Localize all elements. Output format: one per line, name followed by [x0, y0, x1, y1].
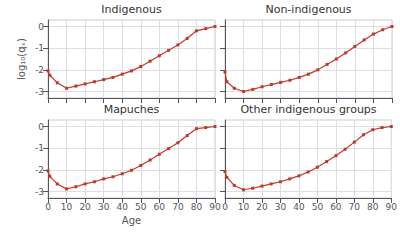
- svg-text:-2: -2: [35, 65, 44, 75]
- svg-text:-2: -2: [35, 165, 44, 175]
- svg-text:20: 20: [79, 202, 91, 212]
- svg-text:Non-indigenous: Non-indigenous: [265, 3, 351, 16]
- svg-text:Indigenous: Indigenous: [101, 3, 162, 16]
- svg-text:Other indigenous groups: Other indigenous groups: [240, 103, 376, 116]
- svg-text:50: 50: [312, 202, 324, 212]
- svg-text:30: 30: [98, 202, 110, 212]
- svg-text:-3: -3: [35, 87, 44, 97]
- svg-text:50: 50: [135, 202, 147, 212]
- svg-text:0: 0: [38, 22, 44, 32]
- svg-text:10: 10: [61, 202, 73, 212]
- svg-text:40: 40: [293, 202, 305, 212]
- svg-text:40: 40: [116, 202, 128, 212]
- svg-text:60: 60: [330, 202, 342, 212]
- svg-text:90: 90: [386, 202, 398, 212]
- svg-text:-1: -1: [35, 143, 44, 153]
- svg-text:0: 0: [222, 202, 228, 212]
- svg-text:0: 0: [38, 122, 44, 132]
- svg-text:-1: -1: [35, 43, 44, 53]
- svg-text:30: 30: [275, 202, 287, 212]
- svg-text:60: 60: [154, 202, 166, 212]
- svg-text:20: 20: [256, 202, 268, 212]
- svg-text:log₁₀(qₓ): log₁₀(qₓ): [16, 38, 27, 80]
- svg-text:-3: -3: [35, 187, 44, 197]
- svg-text:80: 80: [367, 202, 379, 212]
- svg-text:Mapuches: Mapuches: [104, 103, 160, 116]
- svg-text:70: 70: [172, 202, 184, 212]
- svg-text:80: 80: [191, 202, 203, 212]
- svg-text:0: 0: [45, 202, 51, 212]
- svg-text:Age: Age: [122, 215, 141, 226]
- svg-text:90: 90: [209, 202, 221, 212]
- svg-text:70: 70: [349, 202, 361, 212]
- svg-text:10: 10: [238, 202, 250, 212]
